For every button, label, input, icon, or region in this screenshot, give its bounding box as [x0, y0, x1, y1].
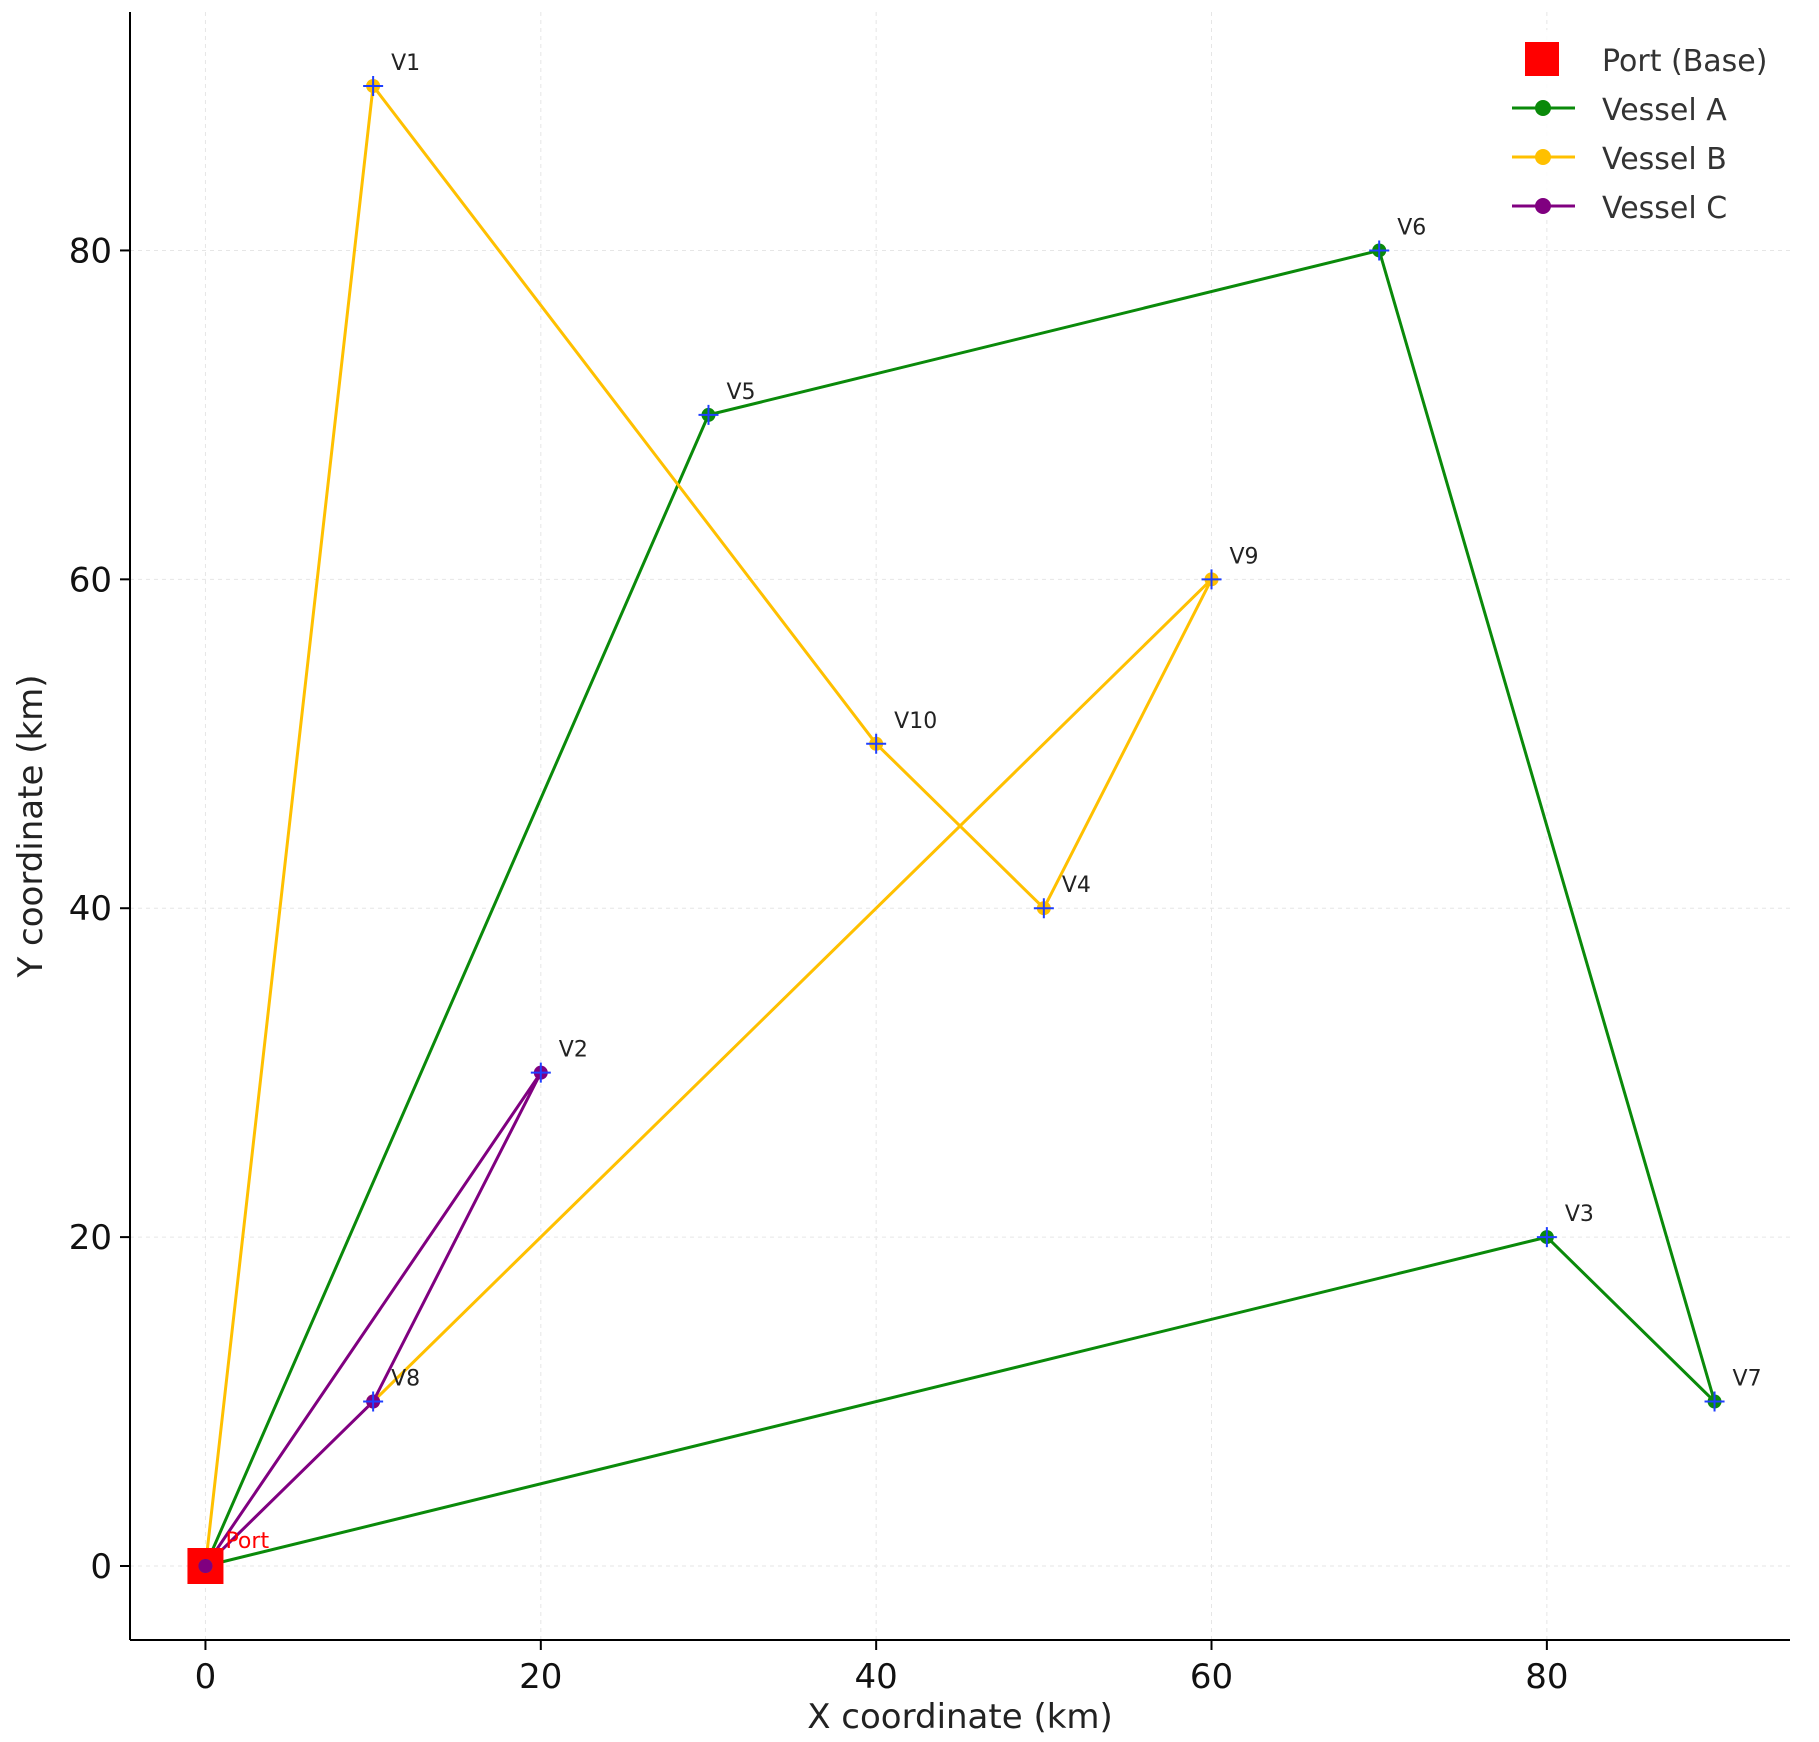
legend-marker-port [1525, 42, 1559, 76]
legend-marker [1535, 149, 1551, 165]
point-labels: Port V1 V2 V3 V4 V5 V6 V7 V8 V9 V10 [225, 51, 1761, 1554]
y-tick-label: 80 [69, 231, 112, 271]
legend-marker [1535, 198, 1551, 214]
vessel-point-label: V4 [1062, 873, 1091, 898]
vessel-point-label: V9 [1230, 544, 1259, 569]
points [187, 76, 1725, 1584]
vessel-point-label: V8 [391, 1367, 420, 1392]
vessel-point-marker [1704, 1391, 1725, 1412]
legend: Port (Base) Vessel A Vessel B Vessel C [1500, 30, 1790, 226]
y-tick-label: 40 [69, 889, 112, 929]
vessel-point-marker [866, 733, 887, 754]
y-tick-label: 20 [69, 1218, 112, 1258]
vessel-point-label: V5 [726, 380, 755, 405]
vessel-point-marker [1536, 1227, 1557, 1248]
legend-label: Vessel B [1602, 142, 1727, 177]
series-point [198, 1559, 213, 1573]
legend-marker [1535, 100, 1551, 116]
vessel-point-label: V3 [1565, 1202, 1594, 1227]
y-tick-label: 0 [90, 1547, 112, 1587]
vessel-point-label: V1 [391, 51, 420, 76]
y-axis-label: Y coordinate (km) [11, 674, 51, 978]
x-tick-label: 80 [1525, 1657, 1568, 1697]
legend-label: Vessel A [1602, 93, 1727, 128]
legend-label: Vessel C [1602, 191, 1727, 226]
x-tick-label: 0 [195, 1657, 217, 1697]
vessel-point-label: V7 [1733, 1367, 1762, 1392]
legend-label-port: Port (Base) [1602, 44, 1767, 79]
x-tick-label: 40 [855, 1657, 898, 1697]
y-tick-label: 60 [69, 560, 112, 600]
vessel-point-marker [1033, 898, 1054, 919]
axes: 0 20 40 60 80 0 20 40 60 80 [69, 12, 1790, 1697]
vessel-point-label: V2 [559, 1038, 588, 1063]
x-tick-label: 60 [1190, 1657, 1233, 1697]
vessel-point-marker [530, 1062, 551, 1083]
port-label: Port [225, 1529, 269, 1554]
vessel-point-marker [363, 76, 384, 96]
vessel-point-marker [363, 1391, 384, 1412]
vessel-point-marker [1369, 240, 1390, 261]
vessel-point-marker [1201, 569, 1222, 590]
vessel-point-label: V6 [1397, 215, 1426, 240]
x-tick-label: 20 [519, 1657, 562, 1697]
vessel-point-label: V10 [894, 709, 937, 734]
vessel-point-marker [698, 404, 719, 425]
series-lines [203, 84, 1717, 1568]
series-line-vessel-c [204, 1071, 543, 1568]
series-line-vessel-b [203, 84, 1214, 1567]
series-line-vessel-a [204, 248, 1717, 1568]
x-axis-label: X coordinate (km) [807, 1697, 1113, 1737]
